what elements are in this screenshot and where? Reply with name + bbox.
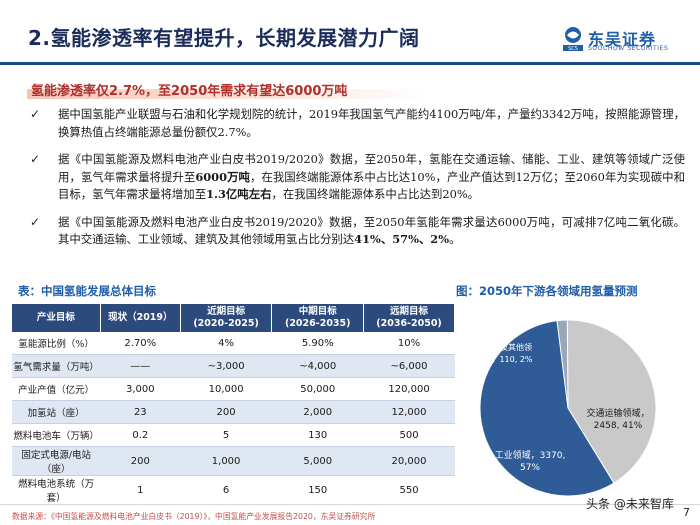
table-row-label: 固定式电源/电站（座） bbox=[12, 446, 101, 476]
bullet-text: 据《中国氢能源及燃料电池产业白皮书2019/2020》数据，至2050年，氢能在… bbox=[58, 152, 685, 184]
table-row: 氢能源比例（%） 2.70% 4% 5.90% 10% bbox=[12, 332, 455, 355]
page-title: 2.氢能渗透率有望提升，长期发展潜力广阔 bbox=[28, 26, 420, 50]
bullet-text: ，在我国终端能源体系中占比达到20%。 bbox=[271, 187, 480, 201]
table-header-cell: 中期目标 (2026-2035) bbox=[271, 304, 365, 332]
source-note: 数据来源：《中国氢能源及燃料电池产业白皮书（2019）》，中国氢能产业发展报告2… bbox=[12, 512, 376, 521]
table-row-label: 燃料电池系统（万套） bbox=[12, 475, 101, 505]
table-row: 加氢站（座） 23 200 2,000 12,000 bbox=[12, 400, 455, 424]
table-row-label: 氢能源比例（%） bbox=[12, 332, 101, 355]
pie-slice bbox=[479, 320, 615, 497]
table-row-label: 氢气需求量（万吨） bbox=[12, 354, 101, 378]
table-cell: 1 bbox=[100, 475, 181, 505]
table-row: 氢气需求量（万吨） —— ~3,000 ~4,000 ~6,000 bbox=[12, 354, 455, 378]
company-logo: SCS 东吴证券 SOOCHOW SECURITIES bbox=[562, 26, 684, 56]
table-header-row: 产业目标 现状（2019） 近期目标 (2020-2025) 中期目标 (2026-203… bbox=[12, 304, 455, 332]
footer-divider bbox=[0, 504, 700, 505]
bullet-highlight: 6000万吨 bbox=[195, 169, 250, 184]
chart-caption: 图：2050年下游各领域用氢量预测 bbox=[456, 284, 638, 298]
logo-mark-icon: SCS bbox=[563, 27, 583, 52]
page-header: 2.氢能渗透率有望提升，长期发展潜力广阔 SCS 东吴证券 SOOCHOW SE… bbox=[0, 0, 700, 62]
subheading-highlight bbox=[27, 89, 427, 99]
bullet-highlight: 41%、57%、2% bbox=[354, 232, 450, 246]
table-cell: 20,000 bbox=[363, 446, 455, 476]
table-header-cell: 近期目标 (2020-2025) bbox=[180, 304, 273, 332]
table-header-cell: 产业目标 bbox=[12, 304, 101, 332]
table-cell: 0.2 bbox=[100, 423, 181, 447]
table-cell: 2.70% bbox=[100, 332, 181, 355]
table-cell: ~6,000 bbox=[363, 354, 455, 378]
bullet-item: ✓ 据《中国氢能源及燃料电池产业白皮书2019/2020》数据，至2050年，氢能… bbox=[30, 151, 685, 204]
bullet-text: 。 bbox=[449, 232, 461, 246]
table-cell: 10,000 bbox=[180, 377, 272, 401]
subheading-text: 氢能渗透率仅2.7%，至2050年需求有望达6000万吨 bbox=[31, 84, 348, 99]
table-cell: 5,000 bbox=[271, 446, 364, 476]
table-cell: 4% bbox=[180, 332, 272, 355]
table-cell: —— bbox=[100, 354, 181, 378]
checkmark-icon: ✓ bbox=[30, 107, 41, 121]
table-cell: ~3,000 bbox=[180, 354, 272, 378]
table-header-cell: 现状（2019） bbox=[100, 304, 181, 332]
pie-slice-label: 交通运输领域， 2458, 41% bbox=[586, 407, 649, 431]
table-cell: 550 bbox=[363, 475, 455, 505]
table-caption: 表：中国氢能发展总体目标 bbox=[18, 284, 156, 298]
pie-slice-label: 工业领域，3370, 57% bbox=[495, 449, 566, 473]
logo-text-cn: 东吴证券 bbox=[588, 30, 657, 49]
subheading: 氢能渗透率仅2.7%，至2050年需求有望达6000万吨 bbox=[27, 80, 587, 100]
pie-slice bbox=[556, 319, 569, 409]
table-cell: 500 bbox=[363, 423, 455, 447]
table-cell: 23 bbox=[100, 400, 181, 424]
table-cell: 5.90% bbox=[271, 332, 364, 355]
table-cell: 50,000 bbox=[271, 377, 364, 401]
table-cell: 1,000 bbox=[180, 446, 272, 476]
logo-abbr: SCS bbox=[568, 46, 578, 52]
bullet-text: ，在我国终端能源体系中占比达10%，产业产值达到12万亿；至2060年为实现碳中… bbox=[58, 169, 685, 202]
bullet-highlight: 1.3亿吨左右 bbox=[206, 187, 272, 201]
table-cell: 2,000 bbox=[271, 400, 364, 424]
bullet-list: ✓ 据中国氢能产业联盟与石油和化学规划院的统计，2019年我国氢气产能约4100万… bbox=[30, 106, 685, 259]
bullet-item: ✓ 据中国氢能产业联盟与石油和化学规划院的统计，2019年我国氢气产能约4100万… bbox=[30, 106, 685, 141]
hydrogen-goals-table: 产业目标 现状（2019） 近期目标 (2020-2025) 中期目标 (2026-203… bbox=[12, 304, 455, 505]
table-cell: 6 bbox=[180, 475, 272, 505]
table-cell: 3,000 bbox=[100, 377, 181, 401]
table-row-label: 产业产值（亿元） bbox=[12, 377, 101, 401]
table-cell: 130 bbox=[271, 423, 364, 447]
table-row: 固定式电源/电站（座） 200 1,000 5,000 20,000 bbox=[12, 446, 455, 476]
page-number: 7 bbox=[683, 506, 690, 519]
table-row: 燃料电池车（万辆） 0.2 5 130 500 bbox=[12, 423, 455, 447]
table-row: 燃料电池系统（万套） 1 6 150 550 bbox=[12, 475, 455, 505]
bullet-text: 据中国氢能产业联盟与石油和化学规划院的统计，2019年我国氢气产能约4100万吨… bbox=[58, 107, 685, 139]
table-row-label: 燃料电池车（万辆） bbox=[12, 423, 101, 447]
table-cell: 150 bbox=[271, 475, 364, 505]
pie-slice-label: 建筑及其他领域，110, 2% bbox=[483, 342, 532, 364]
table-cell: ~4,000 bbox=[271, 354, 364, 378]
table-row-label: 加氢站（座） bbox=[12, 400, 101, 424]
table-cell: 10% bbox=[363, 332, 455, 355]
table-cell: 120,000 bbox=[363, 377, 455, 401]
table-cell: 200 bbox=[100, 446, 181, 476]
watermark: 头条 @未来智库 bbox=[586, 497, 674, 511]
checkmark-icon: ✓ bbox=[30, 214, 41, 229]
logo-text-en: SOOCHOW SECURITIES bbox=[588, 45, 669, 52]
checkmark-icon: ✓ bbox=[30, 152, 41, 166]
table-row: 产业产值（亿元） 3,000 10,000 50,000 120,000 bbox=[12, 377, 455, 401]
table-header-cell: 远期目标 (2036-2050) bbox=[363, 304, 455, 332]
header-divider bbox=[0, 62, 700, 65]
table-cell: 5 bbox=[180, 423, 272, 447]
table-cell: 12,000 bbox=[363, 400, 455, 424]
bullet-item: ✓ 据《中国氢能源及燃料电池产业白皮书2019/2020》数据，至2050年氢能年… bbox=[30, 214, 685, 249]
bullet-text: 据《中国氢能源及燃料电池产业白皮书2019/2020》数据，至2050年氢能年需… bbox=[58, 214, 685, 247]
table-cell: 200 bbox=[180, 400, 272, 424]
hydrogen-demand-pie-chart: 交通运输领域， 2458, 41% 工业领域，3370, 57% 建筑及其他领域，110… bbox=[479, 319, 657, 497]
